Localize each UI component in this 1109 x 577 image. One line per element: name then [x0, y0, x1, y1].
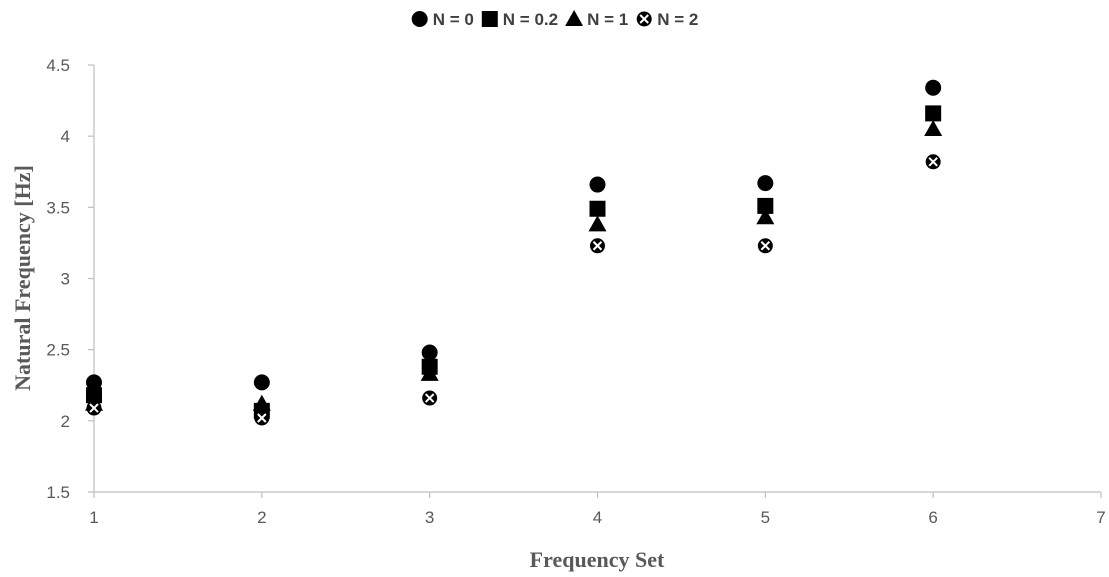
data-point — [421, 344, 438, 361]
data-point — [422, 390, 438, 406]
legend-label: N = 1 — [587, 10, 628, 29]
axes: 1 2 3 4 5 6 7 1.5 2 2.5 3 3.5 4 4.5 — [46, 56, 1105, 527]
data-point — [588, 215, 607, 232]
legend-item: N = 1 — [565, 10, 628, 29]
data-point — [86, 374, 102, 391]
x-tick-label: 6 — [928, 508, 937, 527]
legend-marker — [565, 10, 584, 26]
y-tick-label: 1.5 — [46, 483, 70, 502]
data-point — [925, 105, 942, 122]
y-tick-label: 3 — [61, 270, 70, 289]
legend-item: N = 0.2 — [481, 10, 558, 29]
data-point — [420, 364, 439, 381]
data-point — [252, 394, 271, 411]
legend-label: N = 0 — [433, 10, 474, 29]
x-tick-label: 4 — [593, 508, 602, 527]
y-tick-label: 2 — [61, 412, 70, 431]
y-tick-label: 4.5 — [46, 56, 70, 75]
legend-label: N = 0.2 — [503, 10, 558, 29]
x-axis-title: Frequency Set — [530, 547, 665, 572]
legend-marker — [481, 11, 498, 27]
legend-item: N = 0 — [411, 10, 474, 29]
data-point — [589, 176, 606, 193]
data-points — [85, 79, 943, 426]
series-x-circle — [86, 154, 941, 426]
y-tick-label: 3.5 — [46, 198, 70, 217]
data-point — [925, 79, 942, 96]
y-tick-label: 2.5 — [46, 341, 70, 360]
y-axis-title: Natural Frequency [Hz] — [10, 165, 35, 391]
x-tick-label: 1 — [89, 508, 98, 527]
data-point — [86, 400, 102, 416]
series-triangle — [85, 120, 943, 411]
data-point — [756, 208, 775, 225]
data-point — [924, 120, 943, 137]
x-tick-label: 2 — [257, 508, 266, 527]
data-point — [589, 200, 606, 217]
series-circle — [86, 79, 942, 391]
data-point — [253, 374, 270, 391]
data-point — [254, 410, 270, 426]
data-point — [590, 238, 605, 254]
data-point — [757, 175, 774, 192]
legend-marker — [411, 11, 428, 27]
series-square — [86, 105, 942, 419]
legend-label: N = 2 — [657, 10, 698, 29]
x-tick-label: 3 — [425, 508, 434, 527]
legend-marker — [636, 11, 652, 27]
data-point — [757, 197, 774, 214]
x-tick-label: 7 — [1096, 508, 1105, 527]
data-point — [925, 154, 941, 170]
x-tick-label: 5 — [761, 508, 770, 527]
legend: N = 0 N = 0.2 N = 1 N = 2 — [411, 10, 698, 29]
y-tick-label: 4 — [61, 127, 70, 146]
legend-item: N = 2 — [636, 10, 698, 29]
data-point — [757, 238, 773, 254]
